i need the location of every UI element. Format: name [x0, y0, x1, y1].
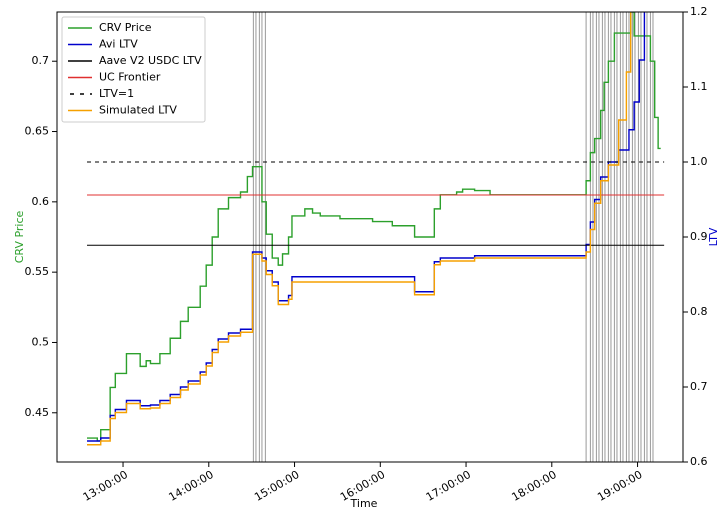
y2-tick-label: 1.2 — [690, 5, 708, 18]
plot-area — [87, 12, 665, 462]
y-axis-label: CRV Price — [13, 210, 26, 263]
x-tick-label: 14:00:00 — [166, 468, 215, 504]
y-tick-label: 0.7 — [32, 54, 50, 67]
y-tick-label: 0.6 — [32, 195, 50, 208]
legend-label: LTV=1 — [99, 87, 134, 100]
y-tick-label: 0.5 — [32, 335, 50, 348]
y2-axis-label: LTV — [707, 227, 720, 246]
legend-label: CRV Price — [99, 21, 152, 34]
legend-label: Simulated LTV — [99, 104, 177, 117]
x-tick-label: 15:00:00 — [252, 468, 301, 504]
y2-tick-label: 1.0 — [690, 155, 708, 168]
y2-tick-label: 0.9 — [690, 230, 708, 243]
y-tick-label: 0.55 — [25, 265, 50, 278]
y-tick-label: 0.65 — [25, 125, 50, 138]
y-tick-label: 0.45 — [25, 406, 50, 419]
y2-tick-label: 1.1 — [690, 80, 708, 93]
x-tick-label: 17:00:00 — [424, 468, 473, 504]
series-line — [87, 12, 661, 442]
x-tick-label: 18:00:00 — [510, 468, 559, 504]
x-tick-label: 19:00:00 — [595, 468, 644, 504]
x-tick-label: 13:00:00 — [81, 468, 130, 504]
series-line — [87, 12, 632, 446]
legend-label: Avi LTV — [99, 38, 138, 51]
y2-tick-label: 0.7 — [690, 380, 708, 393]
y2-tick-label: 0.8 — [690, 305, 708, 318]
x-axis-label: Time — [350, 497, 378, 510]
legend-label: Aave V2 USDC LTV — [99, 54, 202, 67]
y2-tick-label: 0.6 — [690, 455, 708, 468]
legend-box — [61, 16, 206, 123]
legend-label: UC Frontier — [99, 71, 161, 84]
